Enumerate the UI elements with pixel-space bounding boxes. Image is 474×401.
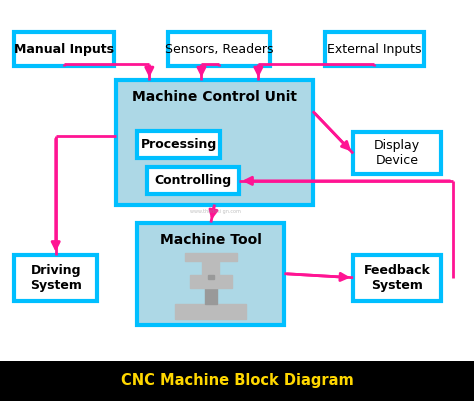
Bar [205,279,217,304]
FancyBboxPatch shape [14,255,97,301]
FancyBboxPatch shape [168,32,270,66]
FancyBboxPatch shape [353,132,441,174]
Bar [208,275,214,279]
Text: Machine Tool: Machine Tool [160,233,262,247]
Text: www.thedesi gn.com: www.thedesi gn.com [190,209,241,214]
FancyBboxPatch shape [137,131,220,158]
FancyBboxPatch shape [137,223,284,325]
FancyBboxPatch shape [147,167,239,194]
Text: Driving
System: Driving System [30,264,82,292]
Text: Machine Control Unit: Machine Control Unit [132,90,297,104]
Bar [185,253,237,261]
Text: External Inputs: External Inputs [327,43,422,56]
Bar [175,304,246,319]
Text: Sensors, Readers: Sensors, Readers [165,43,273,56]
Text: Manual Inputs: Manual Inputs [14,43,114,56]
Bar [202,256,219,275]
Text: Display
Device: Display Device [374,140,420,167]
FancyBboxPatch shape [0,361,474,401]
FancyBboxPatch shape [116,80,313,205]
FancyBboxPatch shape [353,255,441,301]
Text: Feedback
System: Feedback System [364,264,430,292]
FancyBboxPatch shape [325,32,424,66]
Text: Controlling: Controlling [155,174,232,187]
Text: CNC Machine Block Diagram: CNC Machine Block Diagram [120,373,354,389]
FancyBboxPatch shape [14,32,114,66]
Bar [190,275,232,288]
Text: Processing: Processing [141,138,217,151]
